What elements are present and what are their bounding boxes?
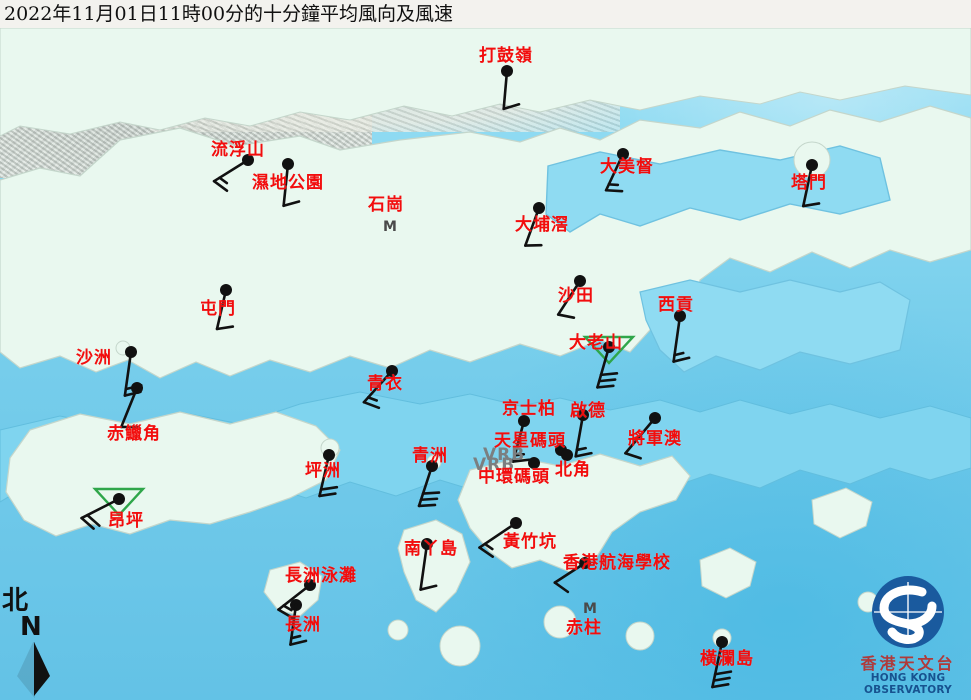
compass-label-n: N (20, 612, 42, 642)
station-label: 濕地公園 (252, 173, 324, 193)
gale-warning-triangle-icon (582, 335, 636, 365)
station-label: 石崗 (368, 195, 404, 215)
page-title: 2022年11月01日11時00分的十分鐘平均風向及風速 (4, 3, 454, 25)
wind-barb-icon (80, 497, 121, 530)
station-label: 沙田 (558, 286, 594, 306)
wind-barb-icon (524, 206, 543, 247)
wind-barb-icon (596, 345, 619, 389)
station-label: 京士柏 (502, 399, 556, 419)
compass-label-cn: 北 (2, 586, 29, 616)
station-label: 長洲泳灘 (285, 566, 357, 586)
station-label: 昂坪 (108, 511, 144, 531)
wind-barb-icon (289, 603, 308, 646)
wind-barb-icon (417, 464, 441, 508)
wind-barb-icon (318, 453, 339, 498)
station-label: 啟德 (570, 401, 606, 421)
station-label: 沙洲 (76, 348, 112, 368)
station-label: 青衣 (367, 374, 403, 394)
missing-data-marker: M (583, 601, 597, 617)
station-label: 將軍澳 (628, 429, 682, 449)
station-label: 打鼓嶺 (479, 46, 533, 66)
wind-barb-icon (604, 152, 625, 193)
station-label: 黃竹坑 (503, 532, 557, 552)
station-label: 香港航海學校 (563, 553, 671, 573)
station-label: 坪洲 (305, 461, 341, 481)
wind-barb-icon (478, 521, 518, 558)
missing-data-marker: M (383, 219, 397, 235)
wind-barb-icon (419, 542, 438, 591)
station-dot-icon (528, 457, 540, 469)
wind-barb-icon (556, 279, 582, 320)
station-label: 赤鱲角 (107, 424, 161, 444)
station-label: 大老山 (569, 333, 623, 353)
hko-logo: 香港天文台 HONG KONG OBSERVATORY (848, 574, 968, 698)
variable-wind-marker: VRB (483, 445, 526, 465)
station-label: 橫瀾島 (700, 649, 754, 669)
station-label: 長洲 (285, 615, 321, 635)
station-label: 中環碼頭 (478, 467, 550, 487)
wind-barb-icon (511, 419, 531, 463)
variable-wind-marker: VRB (473, 455, 516, 475)
station-label: 赤柱 (566, 618, 602, 638)
wind-barb-icon (362, 369, 394, 410)
wind-barb-icon (672, 314, 691, 363)
wind-barb-icon (277, 583, 312, 620)
station-label: 流浮山 (211, 140, 265, 160)
gale-warning-triangle-icon (92, 487, 146, 517)
station-label: 塔門 (791, 173, 827, 193)
wind-barb-icon (711, 640, 733, 689)
hko-emblem-icon (872, 576, 944, 648)
wind-barb-icon (212, 158, 250, 192)
hko-logo-cn: 香港天文台 (860, 654, 956, 673)
wind-barb-icon (502, 69, 521, 111)
station-label: 天星碼頭 (494, 431, 566, 451)
station-label: 南丫島 (404, 539, 458, 559)
station-label: 大埔滘 (515, 215, 569, 235)
compass-rose: 北 N (2, 588, 62, 698)
station-label: 大美督 (600, 157, 654, 177)
wind-barb-icon (801, 163, 821, 208)
wind-barb-icon (574, 413, 593, 458)
wind-barb-icon (282, 162, 301, 208)
north-arrow-icon (17, 642, 50, 698)
station-label: 青洲 (412, 446, 448, 466)
station-label: 北角 (555, 460, 591, 480)
wind-barb-icon (119, 386, 139, 429)
wind-barb-icon (553, 561, 587, 594)
wind-barb-icon (215, 288, 235, 331)
station-dot-icon (561, 449, 573, 461)
wind-barb-icon (624, 416, 657, 460)
station-label: 屯門 (200, 299, 236, 319)
title-bar: 2022年11月01日11時00分的十分鐘平均風向及風速 (0, 0, 971, 28)
station-label: 西貢 (658, 295, 694, 315)
hko-logo-en: HONG KONG OBSERVATORY (864, 672, 952, 696)
